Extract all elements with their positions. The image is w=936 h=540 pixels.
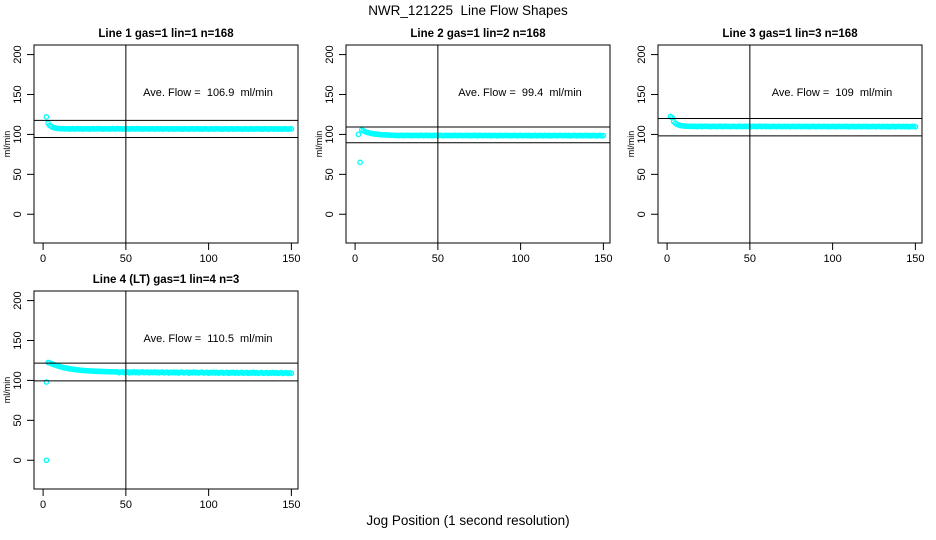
- x-tick-label: 100: [199, 499, 217, 511]
- data-point: [355, 131, 362, 138]
- x-tick-label: 0: [352, 253, 358, 265]
- x-tick-label: 150: [282, 499, 300, 511]
- panel-title: Line 3 gas=1 lin=3 n=168: [722, 28, 858, 40]
- data-point: [912, 123, 919, 130]
- plot-box: [345, 44, 611, 244]
- y-tick-label: 100: [12, 125, 24, 143]
- shared-x-axis-label: Jog Position (1 second resolution): [366, 513, 570, 528]
- y-tick-label: 50: [324, 168, 336, 180]
- data-point: [357, 159, 363, 166]
- ave-flow-annotation: Ave. Flow = 109 ml/min: [772, 87, 893, 99]
- ave-flow-annotation: Ave. Flow = 99.4 ml/min: [458, 87, 582, 99]
- x-tick-label: 100: [199, 253, 217, 265]
- ave-flow-annotation: Ave. Flow = 110.5 ml/min: [144, 333, 273, 345]
- y-axis: 0 50 100 150 200: [324, 45, 346, 217]
- x-tick-label: 50: [744, 253, 756, 265]
- panel-title: Line 4 (LT) gas=1 lin=4 n=3: [93, 274, 239, 286]
- y-tick-label: 200: [12, 45, 24, 63]
- y-tick-label: 150: [636, 85, 648, 103]
- y-tick-label: 100: [636, 125, 648, 143]
- data-point: [600, 132, 607, 139]
- y-tick-label: 200: [324, 45, 336, 63]
- y-tick-label: 50: [12, 414, 24, 426]
- x-tick-label: 50: [120, 499, 132, 511]
- x-tick-label: 50: [120, 253, 132, 265]
- data-point: [288, 370, 295, 377]
- plot-box: [33, 44, 299, 244]
- ave-flow-annotation: Ave. Flow = 106.9 ml/min: [143, 87, 273, 99]
- x-tick-label: 50: [432, 253, 444, 265]
- y-tick-label: 50: [636, 168, 648, 180]
- y-axis-label: ml/min: [626, 131, 636, 158]
- y-axis: 0 50 100 150 200: [636, 45, 658, 217]
- y-axis-label: ml/min: [314, 131, 324, 158]
- y-axis: 0 50 100 150 200: [12, 45, 34, 217]
- data-points: [355, 127, 607, 166]
- reference-lines: [658, 45, 922, 243]
- plot-box: [33, 290, 299, 490]
- data-points: [667, 113, 919, 130]
- x-tick-label: 0: [664, 253, 670, 265]
- x-axis: 0 50 100 150: [40, 243, 301, 265]
- x-axis: 0 50 100 150: [352, 243, 613, 265]
- x-tick-label: 150: [282, 253, 300, 265]
- data-point: [43, 114, 50, 120]
- y-axis-label: ml/min: [2, 131, 12, 158]
- y-tick-label: 50: [12, 168, 24, 180]
- x-axis: 0 50 100 150: [40, 489, 301, 511]
- x-tick-label: 100: [823, 253, 841, 265]
- data-point: [43, 457, 50, 464]
- x-tick-label: 0: [40, 499, 46, 511]
- y-tick-label: 0: [636, 211, 648, 217]
- panel-4: Line 4 (LT) gas=1 lin=4 n=3 ml/min 0 50 100 1…: [2, 274, 301, 511]
- reference-lines: [346, 45, 610, 243]
- y-tick-label: 200: [12, 291, 24, 309]
- panel-title: Line 2 gas=1 lin=2 n=168: [410, 28, 546, 40]
- y-axis: 0 50 100 150 200: [12, 291, 34, 463]
- data-point: [288, 125, 295, 132]
- x-tick-label: 150: [906, 253, 924, 265]
- x-tick-label: 150: [594, 253, 612, 265]
- data-points: [43, 114, 295, 133]
- plot-box: [657, 44, 923, 244]
- y-tick-label: 0: [12, 211, 24, 217]
- data-points: [43, 359, 295, 464]
- page-title: NWR_121225 Line Flow Shapes: [368, 3, 568, 18]
- y-tick-label: 200: [636, 45, 648, 63]
- x-tick-label: 100: [511, 253, 529, 265]
- y-tick-label: 0: [12, 457, 24, 463]
- reference-lines: [34, 45, 298, 243]
- y-tick-label: 100: [12, 371, 24, 389]
- y-tick-label: 0: [324, 211, 336, 217]
- y-tick-label: 150: [324, 85, 336, 103]
- reference-lines: [34, 291, 298, 489]
- x-axis: 0 50 100 150: [664, 243, 925, 265]
- y-tick-label: 150: [12, 85, 24, 103]
- data-point: [43, 379, 50, 385]
- x-tick-label: 0: [40, 253, 46, 265]
- y-axis-label: ml/min: [2, 377, 12, 404]
- y-tick-label: 150: [12, 331, 24, 349]
- panel-title: Line 1 gas=1 lin=1 n=168: [98, 28, 234, 40]
- y-tick-label: 100: [324, 125, 336, 143]
